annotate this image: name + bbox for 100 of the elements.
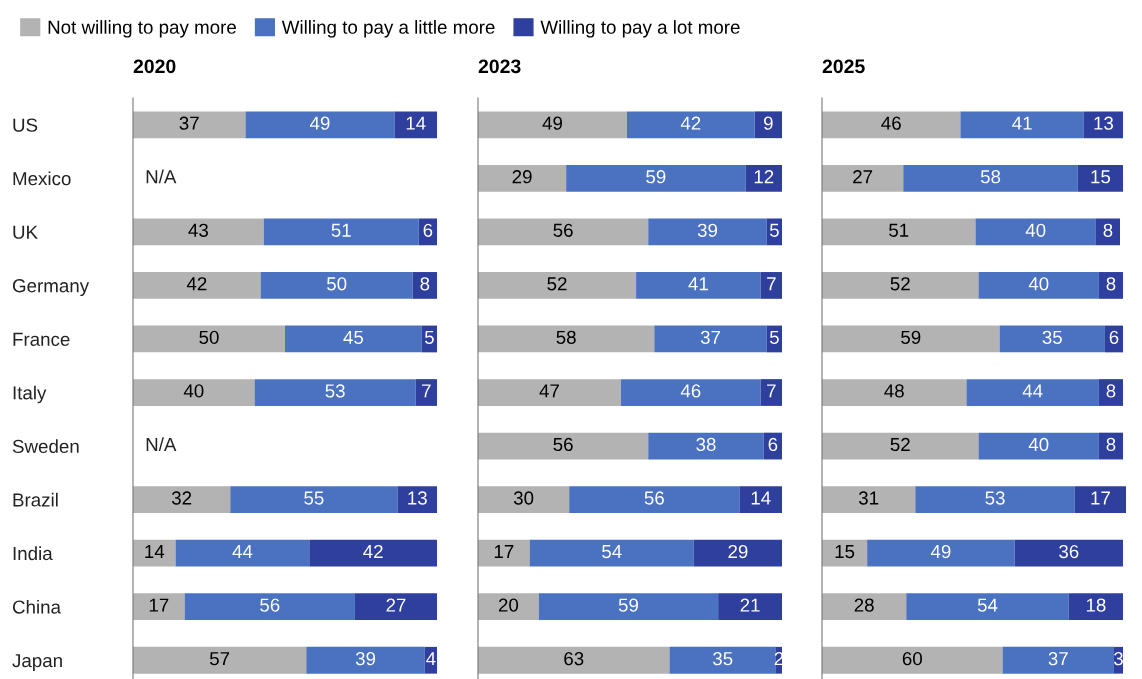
data-label: 50 — [199, 330, 219, 344]
data-label: 42 — [363, 544, 383, 559]
bar — [654, 325, 767, 353]
data-label: 29 — [512, 170, 532, 184]
data-label: 17 — [1091, 491, 1110, 505]
bar — [260, 272, 413, 299]
bar — [394, 111, 437, 139]
data-label: 15 — [835, 545, 855, 559]
data-label: 42 — [680, 116, 701, 130]
data-label: 52 — [547, 277, 567, 291]
bar — [669, 646, 776, 674]
bar — [478, 325, 655, 353]
bar — [133, 646, 307, 674]
data-label: 3 — [1113, 652, 1123, 666]
data-label: 45 — [343, 330, 364, 344]
data-label: 8 — [420, 277, 430, 291]
bar — [966, 379, 1099, 406]
y-tick-label: Brazil — [13, 492, 58, 507]
bar — [133, 325, 285, 353]
bar — [636, 272, 761, 299]
bar — [648, 432, 764, 460]
data-label: 6 — [423, 223, 433, 237]
data-label: 41 — [688, 277, 708, 291]
bar — [1014, 539, 1123, 567]
bar — [529, 539, 694, 567]
bar — [693, 539, 782, 567]
bar — [263, 218, 419, 246]
data-label: 42 — [186, 277, 207, 291]
bar — [1002, 646, 1114, 674]
bar — [822, 593, 907, 621]
bar — [230, 486, 398, 513]
bar — [978, 432, 1099, 460]
data-label: 17 — [494, 545, 514, 559]
bar — [245, 111, 395, 139]
data-label: 21 — [740, 598, 760, 612]
data-label: 44 — [232, 545, 253, 559]
bar — [254, 379, 416, 406]
bar — [822, 646, 1003, 674]
annotation: N/A — [146, 437, 177, 452]
data-label: 36 — [1059, 544, 1079, 559]
bar — [975, 218, 1096, 246]
data-label: 14 — [406, 116, 426, 130]
data-label: 52 — [890, 277, 910, 291]
bar — [822, 111, 961, 139]
bar — [478, 539, 530, 567]
data-label: 51 — [331, 223, 351, 237]
data-label: 63 — [564, 652, 584, 666]
data-label: 9 — [763, 116, 773, 130]
bar — [822, 218, 976, 246]
data-label: 55 — [304, 491, 324, 505]
data-label: 53 — [985, 491, 1005, 505]
data-label: 29 — [728, 544, 748, 559]
data-label: 35 — [713, 652, 733, 666]
data-label: 4 — [426, 652, 436, 666]
bar — [760, 379, 782, 406]
bar — [822, 164, 904, 192]
data-label: 46 — [881, 116, 901, 130]
data-label: 30 — [513, 491, 534, 505]
data-label: 7 — [767, 384, 776, 398]
bar — [960, 111, 1084, 139]
bar — [1074, 486, 1126, 513]
data-label: 40 — [183, 384, 204, 398]
bar — [718, 593, 782, 621]
bar — [184, 593, 355, 621]
data-label: 5 — [769, 223, 779, 237]
data-label: 6 — [1109, 330, 1119, 344]
data-label: 5 — [424, 330, 434, 344]
data-label: 40 — [1025, 223, 1046, 237]
bar — [133, 218, 264, 246]
data-label: 13 — [1094, 116, 1114, 130]
bar — [133, 486, 231, 513]
data-label: 48 — [884, 384, 904, 398]
data-label: 37 — [179, 116, 199, 130]
bar — [760, 272, 782, 299]
y-tick-label: Mexico — [13, 171, 71, 186]
legend-label: Willing to pay a lot more — [540, 20, 740, 38]
bar — [478, 486, 570, 513]
bar — [478, 218, 649, 246]
bar — [999, 325, 1105, 353]
data-label: 56 — [553, 437, 573, 452]
data-label: 59 — [646, 170, 666, 184]
bar — [822, 539, 868, 567]
bar — [739, 486, 782, 513]
data-label: 49 — [542, 116, 563, 130]
annotation: N/A — [146, 169, 177, 184]
data-label: 27 — [386, 598, 406, 612]
bar — [906, 593, 1069, 621]
data-label: 27 — [853, 170, 873, 184]
data-label: 12 — [754, 170, 774, 184]
data-label: 56 — [644, 491, 664, 505]
data-label: 13 — [408, 491, 427, 505]
bar — [822, 486, 916, 513]
bar — [915, 486, 1075, 513]
bar — [1083, 111, 1123, 139]
bar — [620, 379, 761, 406]
data-label: 20 — [498, 598, 519, 612]
bar — [478, 646, 670, 674]
bar — [478, 432, 649, 460]
y-tick-label: Italy — [13, 385, 47, 404]
bar — [285, 325, 422, 353]
